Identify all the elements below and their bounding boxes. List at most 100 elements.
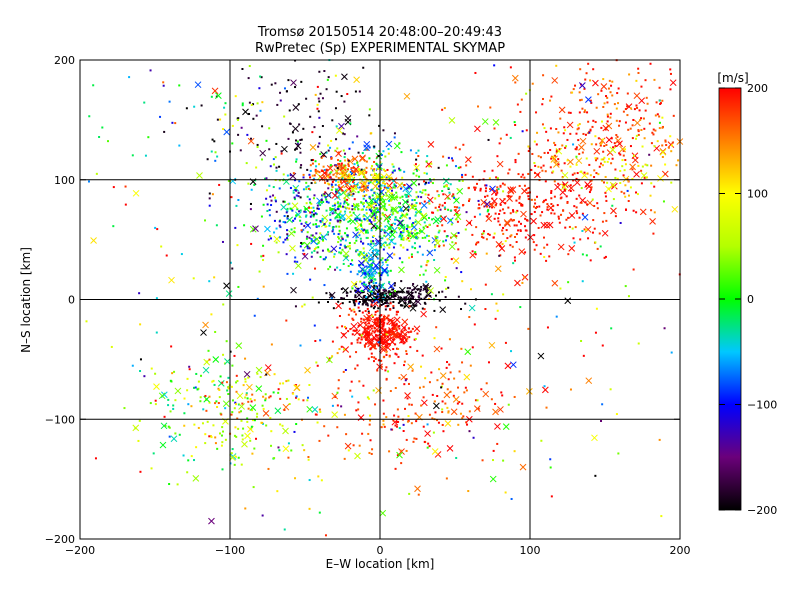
- data-point: [482, 232, 485, 235]
- data-point: [367, 317, 370, 320]
- data-point: [541, 169, 544, 172]
- data-point: [320, 199, 323, 202]
- data-point: [484, 308, 487, 311]
- data-point: [420, 285, 423, 288]
- data-point: [401, 291, 404, 294]
- data-point: [565, 218, 568, 221]
- data-point: [394, 326, 397, 329]
- data-point: [330, 171, 333, 174]
- data-point: [344, 255, 347, 258]
- data-point: [411, 369, 414, 372]
- data-point: [230, 196, 233, 199]
- data-point: [444, 275, 447, 278]
- data-point-x: [160, 391, 168, 399]
- data-point: [241, 104, 244, 107]
- data-point: [555, 315, 558, 318]
- data-point: [542, 164, 545, 167]
- data-point: [325, 209, 328, 212]
- data-point: [325, 200, 328, 203]
- data-point: [443, 107, 446, 110]
- data-point: [234, 95, 237, 98]
- data-point-x: [610, 207, 617, 215]
- data-point: [347, 220, 350, 223]
- data-point: [293, 430, 296, 433]
- data-point: [325, 198, 328, 201]
- data-point-x: [600, 83, 608, 90]
- data-point: [297, 191, 300, 194]
- data-point: [315, 213, 318, 216]
- data-point: [433, 337, 436, 340]
- data-point: [581, 212, 584, 215]
- data-point: [387, 216, 390, 219]
- data-point: [319, 232, 322, 235]
- data-point: [479, 213, 482, 216]
- data-point: [230, 385, 233, 388]
- data-point: [489, 188, 492, 191]
- data-point-x: [446, 445, 454, 452]
- data-point-x: [375, 387, 382, 394]
- data-point-x: [502, 423, 510, 430]
- data-point: [376, 369, 379, 372]
- data-point-x: [542, 386, 549, 394]
- data-point: [348, 307, 351, 310]
- data-point: [519, 110, 522, 113]
- data-point: [365, 236, 368, 239]
- data-point: [149, 402, 152, 405]
- data-point: [322, 165, 325, 168]
- data-point: [367, 182, 370, 185]
- data-point-x: [274, 407, 282, 415]
- data-point: [635, 191, 638, 194]
- data-point: [376, 325, 379, 328]
- data-point: [587, 62, 590, 65]
- data-point: [282, 200, 285, 203]
- data-point: [494, 204, 497, 207]
- data-point: [418, 292, 421, 295]
- data-point: [213, 140, 216, 143]
- data-point: [468, 316, 471, 319]
- data-point: [190, 455, 193, 458]
- data-point: [402, 231, 405, 234]
- data-point: [407, 237, 410, 240]
- data-point: [214, 330, 217, 333]
- data-point: [353, 198, 356, 201]
- data-point: [626, 105, 629, 108]
- data-point: [334, 190, 337, 193]
- data-point: [370, 189, 373, 192]
- data-point: [360, 338, 363, 341]
- data-point: [370, 221, 373, 224]
- data-point: [411, 223, 414, 226]
- data-point: [570, 214, 573, 217]
- data-point: [546, 208, 549, 211]
- data-point: [400, 215, 403, 218]
- data-point: [589, 129, 592, 132]
- data-point: [290, 228, 293, 231]
- data-point: [381, 257, 384, 260]
- data-point: [343, 348, 346, 351]
- data-point: [599, 245, 602, 248]
- data-point: [397, 347, 400, 350]
- data-point: [426, 155, 429, 158]
- data-point: [635, 79, 638, 82]
- data-point: [341, 177, 344, 180]
- data-point-x: [481, 118, 489, 125]
- data-point: [509, 195, 512, 198]
- data-point: [416, 288, 419, 291]
- data-point-x: [560, 183, 568, 191]
- data-point: [514, 81, 517, 84]
- data-point: [377, 154, 380, 157]
- data-point: [368, 265, 371, 268]
- data-point: [469, 221, 472, 224]
- data-point: [474, 186, 477, 189]
- data-point: [385, 289, 388, 292]
- data-point: [340, 405, 343, 408]
- data-point: [564, 226, 567, 229]
- data-point: [352, 308, 355, 311]
- data-point: [341, 132, 344, 135]
- data-point: [336, 426, 339, 429]
- data-point: [406, 420, 409, 423]
- data-point: [319, 410, 322, 413]
- data-point: [586, 111, 589, 114]
- data-point: [436, 209, 439, 212]
- data-point: [260, 255, 263, 258]
- data-point: [373, 145, 376, 148]
